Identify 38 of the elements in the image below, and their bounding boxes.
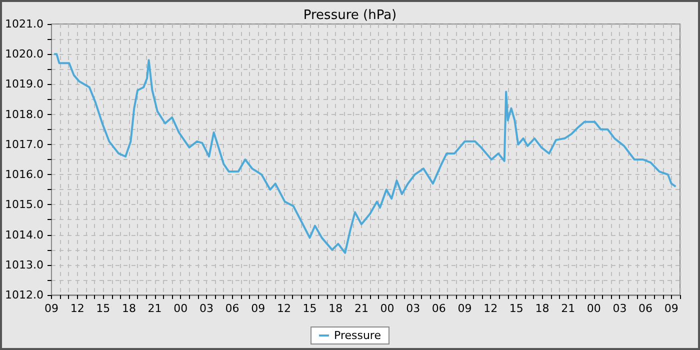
x-tick-label: 21 (561, 302, 576, 315)
x-tick-label: 15 (302, 302, 317, 315)
x-tick-label: 06 (225, 302, 240, 315)
y-tick-label: 1018.0 (4, 108, 44, 121)
y-tick-label: 1015.0 (4, 198, 44, 212)
legend-label: Pressure (334, 329, 382, 342)
x-tick-label: 09 (664, 302, 678, 315)
x-tick-label: 03 (406, 302, 420, 315)
x-tick-label: 06 (638, 302, 653, 315)
y-tick-label: 1017.0 (4, 138, 44, 151)
y-tick-label: 1016.0 (4, 168, 44, 182)
y-tick-label: 1020.0 (4, 48, 44, 61)
x-tick-label: 15 (509, 302, 524, 315)
x-tick-label: 12 (276, 302, 291, 315)
x-tick-label: 12 (70, 302, 84, 315)
y-tick-label: 1013.0 (4, 258, 44, 272)
x-tick-label: 15 (96, 302, 110, 315)
x-tick-label: 03 (612, 302, 627, 315)
x-tick-label: 18 (122, 302, 136, 315)
x-tick-label: 00 (586, 302, 601, 315)
x-tick-label: 21 (148, 302, 162, 315)
x-tick-label: 18 (328, 302, 343, 315)
x-tick-label: 18 (535, 302, 550, 315)
x-tick-label: 00 (174, 302, 188, 315)
x-tick-label: 00 (380, 302, 394, 315)
y-tick-label: 1019.0 (4, 78, 44, 91)
chart-title: Pressure (hPa) (303, 8, 397, 23)
line-series (53, 53, 677, 254)
x-tick-label: 21 (354, 302, 368, 315)
x-tick-label: 09 (251, 302, 266, 315)
y-tick-label: 1012.0 (4, 288, 44, 302)
x-tick-label: 09 (44, 302, 58, 315)
y-tick-label: 1014.0 (4, 228, 44, 242)
x-tick-label: 03 (199, 302, 214, 315)
x-tick-label: 09 (458, 302, 472, 315)
x-tick-label: 06 (432, 302, 446, 315)
x-tick-label: 12 (484, 302, 498, 315)
y-tick-label: 1021.0 (4, 18, 44, 30)
